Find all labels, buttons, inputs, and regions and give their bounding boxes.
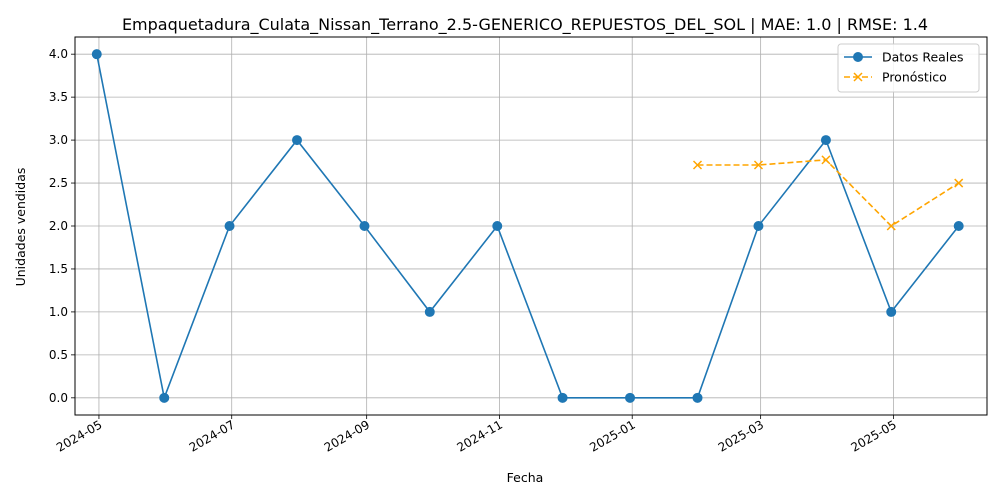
- data-point: [492, 221, 503, 231]
- data-point: [625, 392, 636, 403]
- x-tick-label: 2024-07: [187, 417, 237, 454]
- chart-title: Empaquetadura_Culata_Nissan_Terrano_2.5-…: [122, 15, 928, 35]
- data-point: [753, 221, 764, 231]
- series-datos-reales: [91, 49, 964, 403]
- data-point: [886, 306, 897, 317]
- data-point: [557, 392, 568, 403]
- series-line: [95, 54, 960, 401]
- data-point: [692, 160, 703, 170]
- series-line: [697, 159, 960, 228]
- data-point: [820, 135, 831, 146]
- legend: Datos Reales Pronóstico: [837, 43, 980, 93]
- data-point: [424, 306, 435, 317]
- legend-box: [837, 43, 980, 93]
- data-point: [753, 160, 763, 170]
- legend-item: Pronóstico: [844, 70, 947, 85]
- y-tick-label: 4.0: [49, 47, 68, 61]
- data-point: [359, 221, 370, 231]
- x-tick-label: 2025-03: [716, 417, 766, 454]
- data-point: [224, 221, 235, 231]
- x-axis-label: Fecha: [507, 470, 544, 485]
- y-tick-label: 2.5: [49, 176, 68, 190]
- data-point: [821, 155, 831, 165]
- y-tick-label: 3.0: [49, 133, 68, 147]
- y-axis-label: Unidades vendidas: [13, 168, 28, 287]
- x-tick-label: 2024-09: [322, 417, 372, 454]
- ticks: 0.0 0.5 1.0 1.5 2.0 2.5 3.0 3.5 4.0 2024-05 2024-0…: [49, 47, 899, 454]
- x-tick-label: 2025-01: [587, 417, 637, 454]
- y-tick-label: 1.5: [49, 262, 68, 276]
- x-tick-label: 2024-05: [54, 417, 104, 454]
- legend-item: Datos Reales: [844, 50, 963, 65]
- y-tick-label: 0.0: [49, 391, 68, 405]
- y-tick-label: 3.5: [49, 90, 68, 104]
- legend-marker: [853, 72, 863, 82]
- data-point: [954, 178, 964, 188]
- series-layer: [91, 49, 964, 403]
- legend-label: Datos Reales: [882, 50, 963, 65]
- legend-marker: [853, 52, 863, 62]
- data-point: [91, 49, 102, 60]
- data-point: [886, 221, 896, 231]
- series-pronostico: [692, 155, 964, 231]
- y-tick-label: 1.0: [49, 305, 68, 319]
- y-tick-label: 0.5: [49, 348, 68, 362]
- x-tick-label: 2025-05: [848, 417, 898, 454]
- y-tick-label: 2.0: [49, 219, 68, 233]
- x-tick-label: 2024-11: [455, 417, 505, 454]
- data-point: [159, 392, 170, 403]
- data-point: [692, 392, 703, 403]
- data-point: [953, 221, 964, 231]
- legend-label: Pronóstico: [882, 70, 947, 85]
- grid: [75, 37, 987, 415]
- data-point: [292, 135, 303, 146]
